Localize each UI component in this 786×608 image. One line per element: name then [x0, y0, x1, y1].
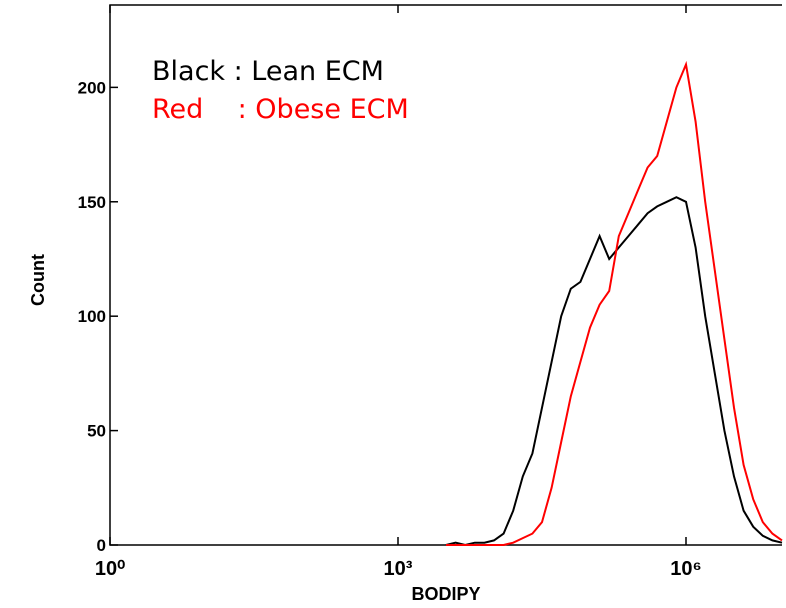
x-tick-label: 10⁰	[95, 558, 125, 580]
legend-entry: Red : Obese ECM	[152, 94, 409, 125]
x-tick-label: 10³	[384, 558, 413, 580]
y-axis-label: Count	[28, 254, 48, 306]
x-tick-label: 10⁶	[670, 558, 701, 580]
y-tick-label: 200	[78, 78, 106, 97]
y-tick-label: 100	[78, 307, 106, 326]
y-tick-label: 0	[97, 536, 106, 555]
series-line	[445, 196, 783, 547]
legend-entry: Black : Lean ECM	[152, 56, 384, 87]
x-axis-label: BODIPY	[411, 584, 480, 604]
series-line	[446, 60, 783, 546]
y-tick-label: 50	[87, 422, 106, 441]
y-tick-label: 150	[78, 193, 106, 212]
